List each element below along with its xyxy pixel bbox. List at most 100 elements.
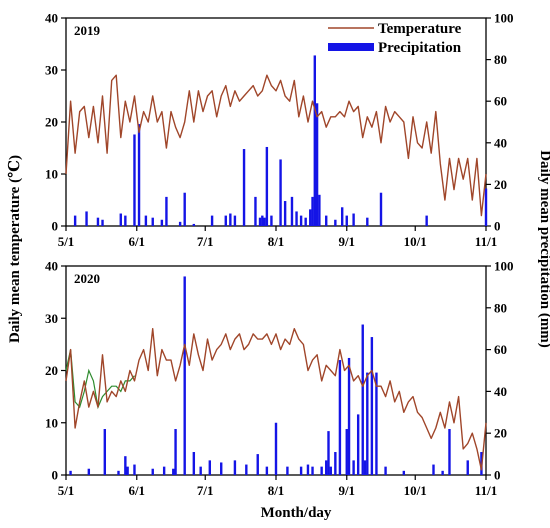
precipitation-bar xyxy=(101,219,104,226)
right-tick-label: 80 xyxy=(494,52,507,67)
x-tick-label: 6/1 xyxy=(128,483,145,498)
x-tick-label: 8/1 xyxy=(268,483,285,498)
right-tick-label: 0 xyxy=(494,219,501,234)
precipitation-bar xyxy=(375,372,378,475)
precipitation-bar xyxy=(73,215,77,226)
precipitation-bar xyxy=(261,215,264,226)
x-tick-label: 8/1 xyxy=(268,234,285,249)
temperature-line xyxy=(65,74,487,217)
precipitation-bar xyxy=(165,196,168,226)
y-axis-label-right: Daily mean precipitation (mm) xyxy=(537,150,550,348)
precipitation-bar xyxy=(356,414,360,475)
precipitation-bar xyxy=(338,360,342,475)
precipitation-bar xyxy=(96,217,100,226)
y-axis-label-left: Daily mean temperature (℃) xyxy=(7,155,23,343)
x-tick-label: 9/1 xyxy=(338,483,355,498)
x-tick-label: 6/1 xyxy=(128,234,145,249)
precipitation-bar xyxy=(151,468,154,475)
x-tick-label: 11/1 xyxy=(475,234,497,249)
precipitation-bar xyxy=(466,460,469,475)
precipitation-bar xyxy=(245,464,248,475)
precipitation-bar xyxy=(366,372,369,475)
precipitation-bar xyxy=(347,357,351,475)
precipitation-bar xyxy=(311,466,314,475)
x-tick-label: 7/1 xyxy=(197,234,214,249)
precipitation-bar xyxy=(265,146,269,226)
precipitation-bar xyxy=(69,470,72,475)
precipitation-bar xyxy=(283,201,287,226)
precipitation-bar xyxy=(137,124,141,226)
precipitation-bar xyxy=(144,215,148,226)
precipitation-bar xyxy=(366,217,369,226)
precipitation-bar xyxy=(199,466,202,475)
precipitation-bar xyxy=(192,223,196,226)
precipitation-bar xyxy=(327,431,330,475)
left-tick-label: 40 xyxy=(45,259,58,274)
precipitation-bar xyxy=(258,217,262,226)
precipitation-bar xyxy=(256,454,259,475)
right-tick-label: 0 xyxy=(494,468,501,483)
precipitation-bar xyxy=(274,422,278,475)
precipitation-bar xyxy=(286,466,289,475)
precipitation-bar xyxy=(345,429,348,475)
precipitation-bar xyxy=(441,470,444,475)
precipitation-bar xyxy=(87,468,91,475)
x-tick-label: 10/1 xyxy=(404,234,427,249)
x-tick-label: 10/1 xyxy=(404,483,427,498)
precipitation-bar xyxy=(361,324,364,475)
precipitation-bar xyxy=(352,460,355,475)
precipitation-bar xyxy=(352,213,355,226)
precipitation-bar xyxy=(192,452,196,475)
x-tick-label: 9/1 xyxy=(338,234,355,249)
precipitation-bar xyxy=(309,209,312,226)
left-tick-label: 30 xyxy=(45,311,58,326)
precipitation-bar xyxy=(318,194,321,226)
precipitation-bar xyxy=(242,149,246,226)
precipitation-bar xyxy=(160,219,164,226)
precipitation-bar xyxy=(208,460,212,475)
legend: Temperature Precipitation xyxy=(328,21,462,56)
precipitation-bar xyxy=(270,215,273,226)
precipitation-bar xyxy=(448,429,451,475)
panel-2019: 0 10 20 30 40 0 20 40 60 80 100 5/1 6/1 7/1 8/1 9/1 10/1… xyxy=(45,11,514,250)
precipitation-bar xyxy=(220,462,223,475)
precipitation-bar xyxy=(103,429,107,475)
precipitation-bar xyxy=(363,460,367,475)
precipitation-bar xyxy=(299,215,303,226)
x-tick-label: 11/1 xyxy=(475,483,497,498)
right-tick-label: 60 xyxy=(494,342,507,357)
panel-year-label: 2020 xyxy=(74,271,100,286)
panel-2020: 0 10 20 30 40 0 20 40 60 80 100 5/1 6/1 7/1 8/1 9/1 10/1… xyxy=(45,259,514,499)
precipitation-bar xyxy=(263,217,266,226)
right-tick-label: 20 xyxy=(494,177,507,192)
precipitation-bar xyxy=(162,466,166,475)
precipitation-bar xyxy=(85,211,88,226)
precipitation-bar xyxy=(254,196,257,226)
precipitation-bar xyxy=(379,192,383,226)
precipitation-bar xyxy=(320,466,323,475)
temperature-line xyxy=(65,328,487,471)
precipitation-bar xyxy=(340,207,344,226)
precipitation-bar xyxy=(384,466,387,475)
right-tick-label: 80 xyxy=(494,300,507,315)
precipitation-bar xyxy=(124,456,127,475)
left-tick-label: 0 xyxy=(52,468,59,483)
precipitation-bar xyxy=(124,215,127,226)
precipitation-bar xyxy=(295,211,298,226)
precipitation-bar xyxy=(304,217,307,226)
precipitation-bar xyxy=(402,470,406,475)
right-tick-label: 40 xyxy=(494,384,507,399)
precipitation-bar xyxy=(224,215,227,226)
precipitation-bar xyxy=(174,429,177,475)
precipitation-bar xyxy=(151,217,154,226)
right-tick-label: 100 xyxy=(494,259,514,274)
precipitation-bar xyxy=(334,219,337,226)
precipitation-bar xyxy=(334,452,337,475)
precipitation-bar xyxy=(484,188,488,226)
precipitation-bar xyxy=(290,196,294,226)
precipitation-bar xyxy=(306,464,310,475)
x-tick-label: 7/1 xyxy=(197,483,214,498)
x-axis-label: Month/day xyxy=(261,505,332,521)
right-tick-label: 40 xyxy=(494,135,507,150)
